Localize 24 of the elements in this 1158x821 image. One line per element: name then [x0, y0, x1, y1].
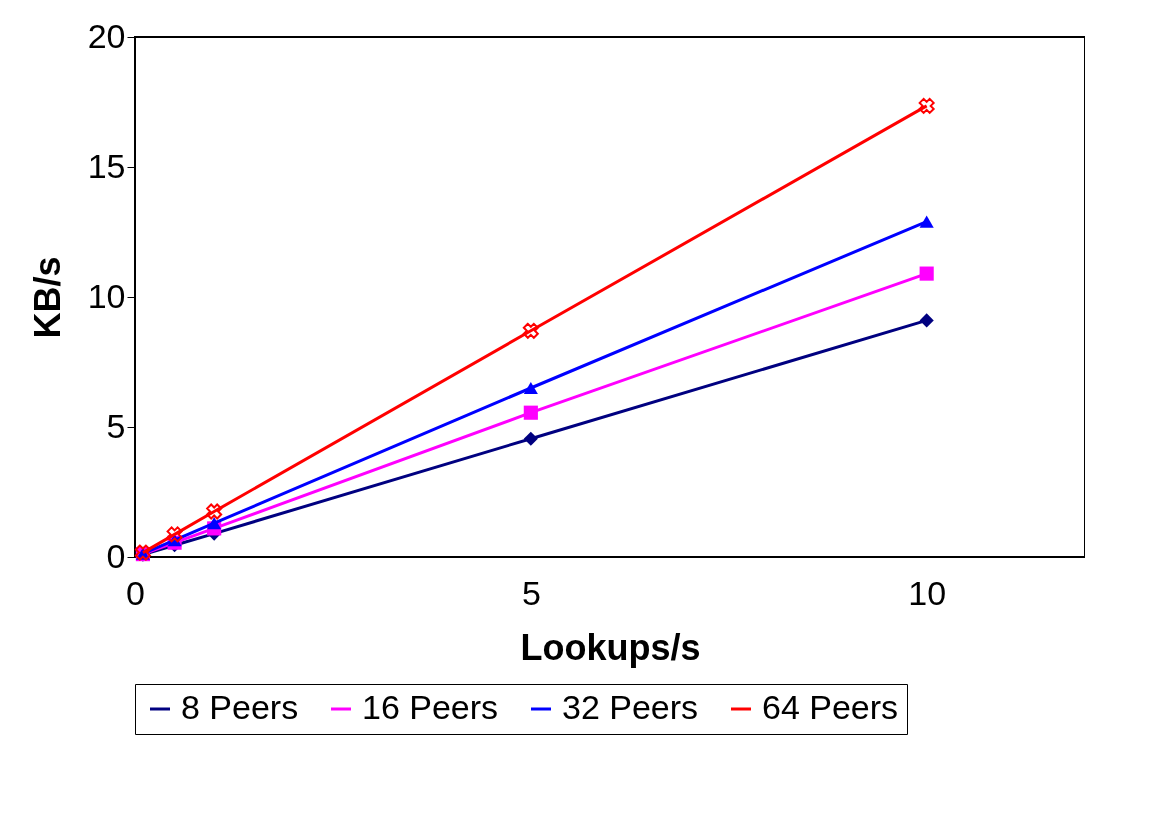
point [918, 97, 935, 114]
point [523, 431, 538, 446]
point [207, 517, 222, 530]
x-tick-label: 5 [521, 573, 541, 612]
legend-label: 8 Peers [181, 688, 299, 726]
point [523, 405, 538, 420]
x-axis-title: Lookups/s [520, 626, 701, 668]
y-tick-label: 10 [87, 276, 126, 315]
y-tick-label: 5 [106, 406, 126, 445]
point [523, 381, 538, 395]
point [206, 503, 223, 520]
x-tick-label: 10 [908, 573, 947, 612]
point [919, 266, 934, 281]
point [919, 313, 934, 328]
y-tick-label: 20 [87, 16, 126, 55]
y-tick-label: 0 [106, 536, 126, 575]
legend-label: 16 Peers [362, 688, 499, 726]
point [522, 322, 539, 339]
y-tick-label: 15 [87, 146, 126, 185]
legend-label: 32 Peers [562, 688, 699, 726]
point [166, 526, 183, 543]
legend-label: 64 Peers [762, 688, 899, 726]
y-axis-title: KB/s [26, 256, 68, 339]
point [919, 215, 934, 228]
